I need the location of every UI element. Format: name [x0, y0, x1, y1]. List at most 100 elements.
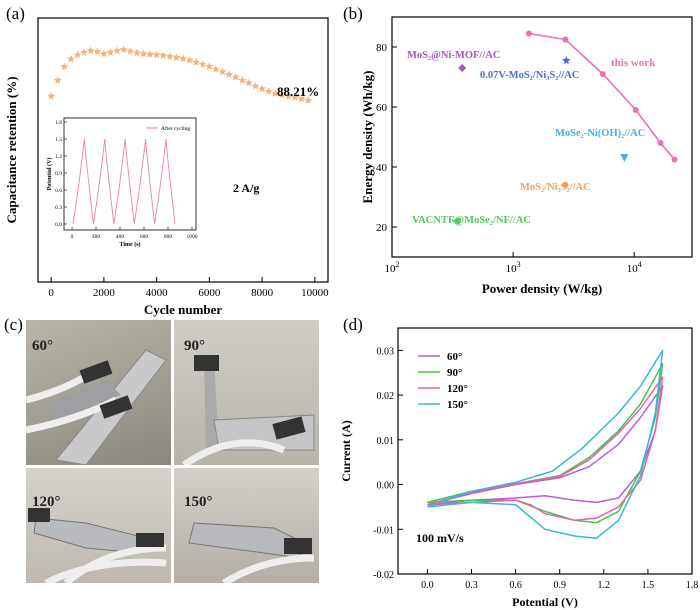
- data-point-star: [139, 49, 148, 58]
- x-axis-label: Potential (V): [512, 595, 578, 609]
- this-work-point: [657, 140, 664, 146]
- data-point-star: [132, 48, 141, 57]
- y-tick-label: 60: [376, 102, 388, 114]
- x-tick-label: 102: [385, 260, 400, 275]
- data-point-star: [198, 60, 207, 68]
- legend-label: 120°: [447, 383, 468, 395]
- comparison-label: MoSe₂-Ni(OH)₂//AC: [555, 128, 645, 139]
- y-axis-label: Energy density (Wh/kg): [360, 71, 375, 204]
- this-work-point: [525, 30, 532, 37]
- photo-150: 150°: [174, 468, 319, 583]
- inset-y-tick-label: 0.3: [55, 205, 62, 211]
- inset-y-tick-label: 1.2: [55, 154, 62, 160]
- y-tick-label: -0.01: [373, 525, 394, 536]
- inset-gcd-curve: [72, 138, 176, 225]
- inset-y-tick-label: 1.5: [55, 137, 62, 143]
- cv-curve: [427, 376, 664, 522]
- legend-label: 90°: [447, 367, 462, 379]
- legend-label: 150°: [447, 399, 468, 411]
- marker-star: [562, 56, 571, 65]
- comparison-label: VACNTF@MoSe₂/NF//AC: [412, 215, 531, 226]
- marker-triangle: [620, 154, 629, 162]
- this-work-line: [528, 32, 676, 161]
- x-tick-label: 2000: [93, 287, 116, 299]
- inset-y-tick-label: 0.9: [55, 171, 62, 177]
- marker-triangle-left: [451, 217, 460, 225]
- inset-legend-label: After cycling: [161, 125, 190, 132]
- y-tick-label: 0.01: [377, 436, 395, 447]
- y-tick-label: 0.03: [377, 346, 395, 357]
- x-tick-label: 0.6: [509, 580, 522, 591]
- data-point-star: [60, 62, 69, 70]
- photo-angle-60: 60°: [32, 338, 53, 354]
- this-work-point: [562, 36, 569, 43]
- x-axis-label: Power density (W/kg): [482, 281, 602, 296]
- inset-x-tick-label: 400: [116, 234, 125, 240]
- inset-y-tick-label: 1.8: [55, 120, 62, 126]
- this-work-point: [599, 71, 606, 77]
- data-point-star: [271, 89, 280, 97]
- cv-curve: [427, 349, 664, 539]
- data-point-star: [159, 51, 168, 59]
- plot-frame: [391, 16, 693, 258]
- panel-label-a: (a): [6, 4, 25, 23]
- data-point-star: [99, 49, 108, 58]
- data-point-star: [126, 47, 135, 55]
- data-point-star: [165, 52, 174, 60]
- x-tick-label: 1.8: [686, 580, 699, 591]
- data-point-star: [297, 94, 306, 103]
- scan-rate-annotation: 100 mV/s: [416, 531, 464, 545]
- data-point-star: [67, 54, 75, 63]
- current-density-annotation: 2 A/g: [233, 181, 259, 195]
- legend-label: 60°: [447, 351, 462, 363]
- data-point-star: [86, 46, 95, 55]
- this-work-point: [671, 156, 678, 163]
- photo-60: 60°: [26, 320, 171, 465]
- y-axis-label: Capacitance retention (%): [4, 76, 19, 223]
- inset-x-tick-label: 800: [164, 234, 173, 240]
- chart-b: 102 103 104 20 40 60 80 Power density (W/kg) Ene…: [360, 16, 693, 296]
- panel-label-b: (b): [343, 4, 363, 23]
- photo-angle-150: 150°: [184, 494, 213, 510]
- photo-90: 90°: [174, 320, 319, 465]
- data-point-star: [264, 87, 273, 95]
- x-tick-label: 4000: [146, 287, 169, 299]
- data-point-star: [244, 78, 253, 87]
- data-point-star: [231, 72, 240, 81]
- inset-frame: [63, 117, 197, 231]
- data-point-star: [251, 81, 260, 90]
- x-tick-label: 0.3: [465, 580, 478, 591]
- data-point-star: [152, 50, 161, 59]
- comparison-label: 0.07V-MoS₂/Ni₃S₂//AC: [480, 70, 579, 81]
- x-tick-label: 6000: [198, 287, 221, 299]
- panel-label-d: (d): [343, 315, 363, 334]
- x-tick-label: 0: [48, 287, 54, 299]
- data-point-star: [192, 58, 201, 66]
- y-tick-label: 0.00: [377, 481, 395, 492]
- this-work-point: [632, 107, 639, 113]
- y-tick-label: -0.02: [373, 570, 394, 581]
- photo-angle-90: 90°: [184, 338, 205, 354]
- data-point-star: [80, 48, 89, 56]
- data-point-star: [47, 91, 56, 100]
- photo-angle-120: 120°: [32, 494, 61, 510]
- inset-y-tick-label: 0.6: [55, 188, 62, 194]
- inset-x-tick-label: 600: [140, 234, 149, 240]
- x-tick-label: 1.5: [642, 580, 655, 591]
- data-point-star: [291, 93, 299, 101]
- retention-annotation: 88.21%: [277, 84, 319, 99]
- data-point-star: [146, 50, 154, 58]
- photo-120: 120°: [26, 468, 171, 583]
- data-point-star: [113, 46, 122, 55]
- x-tick-label: 0.9: [553, 580, 566, 591]
- comparison-label: MoS₂@Ni-MOF//AC: [407, 50, 500, 61]
- inset-x-tick-label: 0: [71, 234, 74, 240]
- y-tick-label: 80: [376, 42, 388, 54]
- x-tick-label: 0.0: [421, 580, 434, 591]
- plot-frame: [397, 327, 693, 575]
- inset-x-tick-label: 200: [92, 234, 101, 240]
- data-point-star: [225, 70, 234, 78]
- y-tick-label: 0.02: [377, 391, 395, 402]
